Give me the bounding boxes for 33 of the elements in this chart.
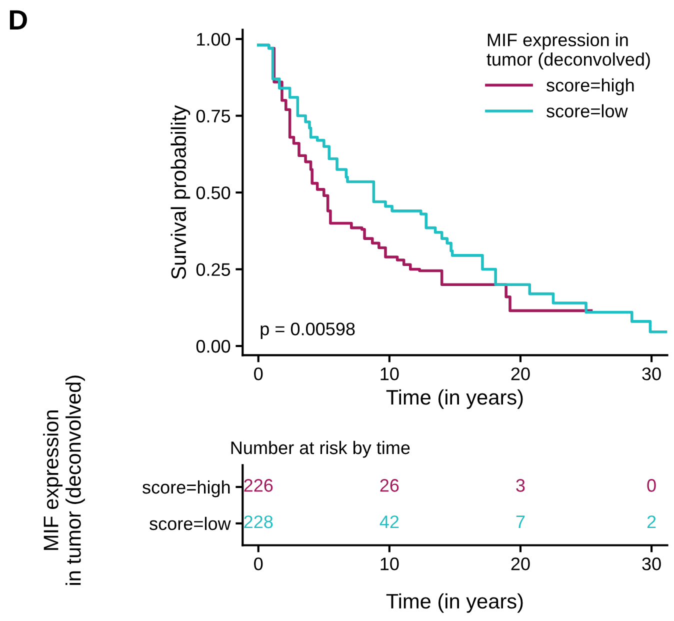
y-tick-label: 1.00 — [197, 32, 230, 46]
data-label: 42 — [380, 515, 399, 528]
data-label: 3 — [516, 479, 525, 492]
x-tick-label: 30 — [642, 558, 661, 570]
y-axis-title: MIF expression in tumor (deconvolved) — [43, 376, 85, 585]
data-label: 0 — [647, 479, 656, 492]
y-tick-label: 0.50 — [196, 186, 230, 200]
legend-label: score=high — [546, 78, 634, 96]
chart-title: Number at risk by time — [231, 440, 410, 458]
y-tick-label: score=high — [142, 480, 230, 498]
y-tick-label: 0.25 — [196, 263, 230, 276]
x-tick-label: 0 — [254, 367, 263, 380]
x-tick-label: 10 — [380, 367, 399, 380]
x-tick-label: 30 — [642, 367, 661, 380]
data-label: 228 — [244, 515, 273, 528]
text: D — [10, 10, 27, 30]
x-tick-label: 0 — [254, 558, 263, 570]
data-label: 7 — [516, 516, 525, 528]
data-label: 2 — [647, 515, 656, 528]
x-tick-label: 20 — [511, 558, 530, 570]
annotation: p = 0.00598 — [260, 322, 355, 339]
data-label: 26 — [380, 479, 399, 492]
x-tick-label: 10 — [380, 558, 399, 570]
data-label: 226 — [244, 479, 273, 492]
y-axis-title: Survival probability — [170, 105, 190, 279]
x-tick-label: 20 — [511, 367, 530, 380]
y-tick-label: score=low — [150, 516, 231, 530]
legend-label: score=low — [546, 104, 628, 118]
y-tick-label: 0.00 — [196, 340, 230, 353]
legend-title: MIF expression in tumor (deconvolved) — [486, 33, 650, 70]
x-axis-title: Time (in years) — [386, 389, 523, 409]
y-tick-label: 0.75 — [196, 110, 230, 122]
x-axis-title: Time (in years) — [386, 593, 523, 613]
